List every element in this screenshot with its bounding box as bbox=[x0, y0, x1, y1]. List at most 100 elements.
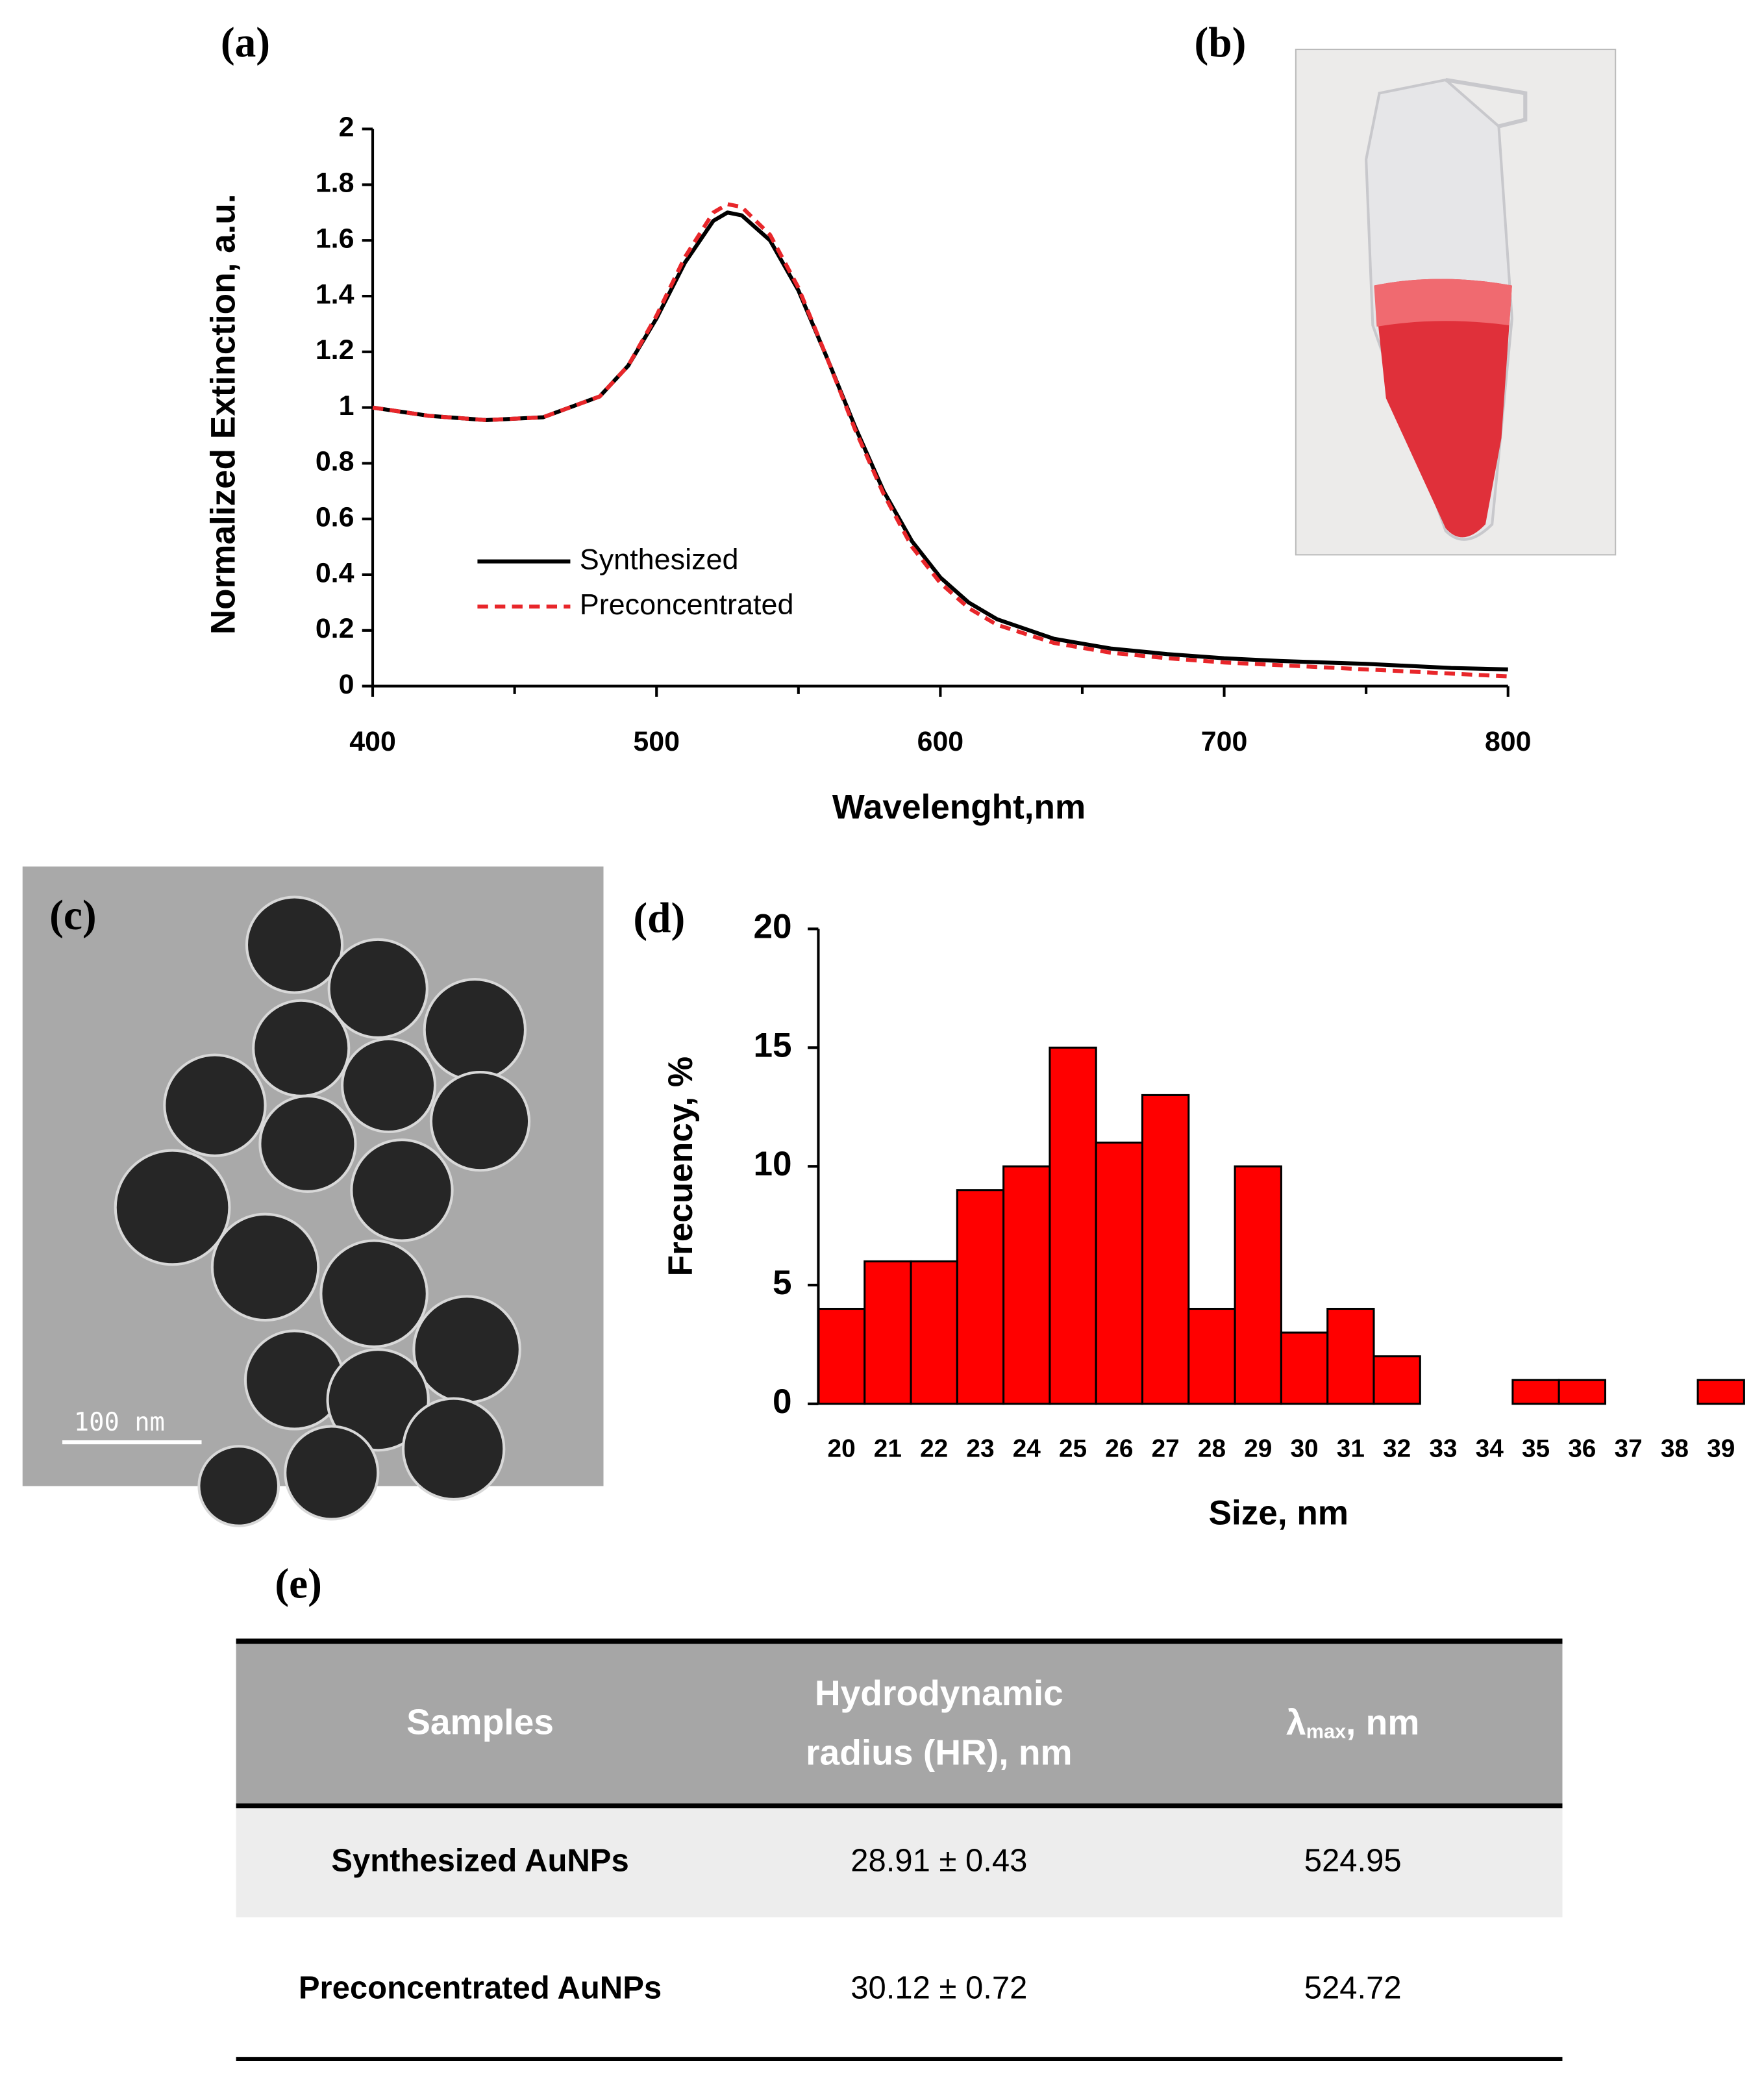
x-tick-label: 39 bbox=[1707, 1435, 1735, 1463]
y-tick-label: 0.4 bbox=[316, 557, 354, 588]
y-tick-label: 0.8 bbox=[316, 446, 354, 477]
nanoparticle bbox=[401, 1397, 506, 1501]
x-tick-label: 26 bbox=[1105, 1435, 1133, 1463]
x-tick-label: 23 bbox=[966, 1435, 994, 1463]
x-tick-label: 35 bbox=[1522, 1435, 1550, 1463]
bar bbox=[1696, 1379, 1745, 1405]
x-tick-label: 400 bbox=[349, 726, 396, 757]
x-tick-label: 38 bbox=[1661, 1435, 1689, 1463]
x-tick-label: 700 bbox=[1201, 726, 1248, 757]
nanoparticle bbox=[327, 938, 429, 1039]
header-bg bbox=[236, 1641, 1563, 1806]
header-unit: , nm bbox=[1346, 1702, 1419, 1742]
x-axis-label: Size, nm bbox=[1209, 1494, 1348, 1532]
nanoparticle bbox=[429, 1071, 531, 1172]
table-cell: 524.95 bbox=[1304, 1844, 1402, 1879]
bar bbox=[910, 1260, 958, 1405]
table-cell: 524.72 bbox=[1304, 1971, 1402, 2006]
panel-label: (e) bbox=[275, 1561, 322, 1608]
tube-liquid bbox=[1374, 279, 1512, 538]
tube-photo bbox=[1295, 49, 1617, 556]
table: Samples Hydrodynamic radius (HR), nm λmax, … bbox=[236, 1638, 1563, 2062]
y-tick-label: 0.6 bbox=[316, 502, 354, 533]
tube-lid bbox=[1445, 77, 1528, 129]
x-tick-label: 20 bbox=[828, 1435, 856, 1463]
x-tick-label: 800 bbox=[1485, 726, 1532, 757]
x-tick-label: 27 bbox=[1152, 1435, 1180, 1463]
y-tick-label: 5 bbox=[773, 1264, 792, 1302]
x-axis-label: Wavelenght,nm bbox=[832, 788, 1086, 827]
bar bbox=[956, 1189, 1005, 1405]
bar bbox=[1558, 1379, 1607, 1405]
nanoparticle bbox=[341, 1037, 437, 1134]
y-tick-label: 1 bbox=[339, 390, 354, 421]
y-tick-label: 1.8 bbox=[316, 168, 354, 199]
x-tick-label: 24 bbox=[1013, 1435, 1041, 1463]
x-tick-label: 30 bbox=[1290, 1435, 1318, 1463]
x-tick-label: 21 bbox=[874, 1435, 902, 1463]
nanoparticle bbox=[210, 1212, 320, 1322]
x-tick-label: 600 bbox=[917, 726, 964, 757]
nanoparticle bbox=[163, 1053, 267, 1157]
table-cell: Synthesized AuNPs bbox=[331, 1844, 629, 1879]
scale-bar-label: 100 nm bbox=[74, 1408, 165, 1437]
tem-image bbox=[22, 866, 604, 1527]
series-line bbox=[372, 202, 1508, 679]
y-tick-label: 0 bbox=[339, 669, 354, 700]
legend-label: Synthesized bbox=[580, 542, 739, 575]
panel-label: (b) bbox=[1194, 19, 1246, 66]
panel-label: (c) bbox=[49, 892, 97, 939]
y-tick-label: 0 bbox=[773, 1383, 792, 1421]
table-cell: 30.12 ± 0.72 bbox=[851, 1971, 1027, 2006]
nanoparticle bbox=[114, 1149, 231, 1266]
nanoparticle bbox=[252, 999, 351, 1097]
y-tick-label: 1.4 bbox=[316, 279, 354, 310]
nanoparticle bbox=[319, 1239, 429, 1348]
x-tick-label: 36 bbox=[1568, 1435, 1596, 1463]
x-tick-label: 31 bbox=[1337, 1435, 1365, 1463]
header-cell: λmax, nm bbox=[1286, 1702, 1419, 1743]
nanoparticle bbox=[197, 1445, 280, 1527]
nanoparticle bbox=[284, 1425, 380, 1521]
row-bg bbox=[236, 1805, 1563, 1918]
bar bbox=[1095, 1142, 1144, 1405]
x-tick-label: 25 bbox=[1059, 1435, 1087, 1463]
bar bbox=[1511, 1379, 1560, 1405]
y-tick-label: 15 bbox=[754, 1026, 792, 1064]
x-tick-label: 22 bbox=[920, 1435, 948, 1463]
bar bbox=[817, 1307, 866, 1405]
x-tick-label: 500 bbox=[633, 726, 680, 757]
bar bbox=[1234, 1165, 1282, 1405]
header-subscript: max bbox=[1306, 1721, 1346, 1743]
nanoparticle bbox=[258, 1094, 357, 1193]
panel-label: (d) bbox=[633, 895, 685, 942]
legend-label: Preconcentrated bbox=[580, 588, 794, 621]
tube-meniscus bbox=[1374, 279, 1512, 327]
y-tick-label: 1.6 bbox=[316, 223, 354, 255]
bar bbox=[1002, 1165, 1051, 1405]
header-symbol: λ bbox=[1286, 1702, 1306, 1742]
y-axis-label: Frecuency, % bbox=[662, 1057, 700, 1276]
x-tick-label: 37 bbox=[1615, 1435, 1643, 1463]
bar bbox=[1141, 1094, 1190, 1405]
panel-label: (a) bbox=[221, 19, 270, 66]
y-tick-label: 0.2 bbox=[316, 613, 354, 644]
x-tick-label: 33 bbox=[1429, 1435, 1457, 1463]
nanoparticle bbox=[350, 1138, 454, 1242]
table-cell: 28.91 ± 0.43 bbox=[851, 1844, 1027, 1879]
y-axis-label: Normalized Extinction, a.u. bbox=[204, 194, 242, 634]
bar bbox=[1326, 1307, 1375, 1405]
header-cell: radius (HR), nm bbox=[806, 1733, 1073, 1773]
header-cell: Samples bbox=[406, 1702, 554, 1742]
table-cell: Preconcentrated AuNPs bbox=[299, 1971, 662, 2006]
x-tick-label: 32 bbox=[1383, 1435, 1411, 1463]
x-tick-label: 28 bbox=[1198, 1435, 1226, 1463]
y-tick-label: 2 bbox=[339, 112, 354, 143]
nanoparticle bbox=[423, 978, 527, 1082]
y-tick-label: 1.2 bbox=[316, 334, 354, 366]
y-tick-label: 20 bbox=[754, 907, 792, 945]
nanoparticle bbox=[326, 1347, 430, 1452]
bar bbox=[1280, 1331, 1329, 1405]
x-tick-label: 29 bbox=[1244, 1435, 1272, 1463]
